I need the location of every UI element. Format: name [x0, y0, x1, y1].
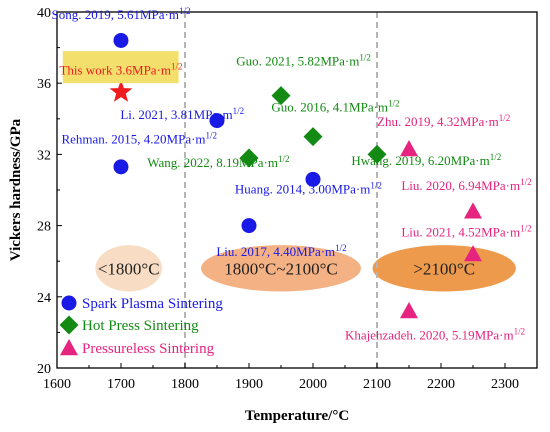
x-tick-label: 2100	[363, 377, 391, 392]
zone-1-ellipse	[201, 245, 361, 292]
zone-2-ellipse	[372, 245, 516, 292]
series-1-label-1: Guo. 2016, 4.1MPa·m1/2	[271, 99, 399, 115]
series-0-point-4	[241, 218, 257, 234]
x-tick-label: 2000	[299, 377, 327, 392]
x-tick-label: 2300	[491, 377, 519, 392]
this-work-label: This work 3.6MPa·m1/2	[59, 61, 182, 77]
y-tick-label: 32	[37, 148, 51, 163]
series-0-label-4: Liu. 2017, 4.40MPa·m1/2	[216, 243, 346, 259]
series-1-point-0	[271, 86, 291, 106]
series-0-label-1: Li. 2021, 3.81MPa·m1/2	[120, 106, 244, 122]
series-0-point-2	[113, 159, 129, 175]
x-tick-label: 1700	[107, 377, 135, 392]
legend-entry-1: Hot Press Sintering	[82, 318, 199, 334]
series-0-label-2: Rehman. 2015, 4.20MPa·m1/2	[61, 131, 217, 147]
series-0-point-0	[113, 32, 129, 48]
series-1-label-2: Wang. 2022, 8.19MPa·m1/2	[147, 154, 289, 170]
legend-entry-0: Spark Plasma Sintering	[82, 296, 223, 312]
series-0-point-3	[305, 171, 321, 187]
this-work-highlight	[62, 51, 179, 84]
y-tick-label: 40	[37, 6, 51, 21]
x-axis-title: Temperature/°C	[245, 408, 349, 424]
series-2-point-2	[464, 245, 482, 262]
series-1-point-2	[239, 148, 259, 168]
series-1-label-0: Guo. 2021, 5.82MPa·m1/2	[236, 52, 371, 68]
series-2-label-2: Liu. 2021, 4.52MPa·m1/2	[401, 223, 531, 239]
x-tick-label: 1800	[171, 377, 199, 392]
x-tick-label: 1600	[43, 377, 71, 392]
series-0-label-3: Huang. 2014, 3.00MPa·m1/2	[235, 181, 382, 197]
series-0-label-0: Song. 2019, 5.61MPa·m1/2	[52, 6, 191, 22]
series-2-point-3	[400, 302, 418, 319]
series-2-point-1	[464, 202, 482, 219]
y-tick-label: 20	[37, 362, 51, 377]
series-2-label-0: Zhu. 2019, 4.32MPa·m1/2	[377, 113, 510, 129]
y-tick-label: 24	[37, 291, 51, 306]
zone-1-label: 1800°C~2100°C	[224, 259, 337, 278]
series-0-point-1	[209, 113, 225, 129]
series-2-label-1: Liu. 2020, 6.94MPa·m1/2	[401, 177, 531, 193]
series-2-label-3: Khajehzadeh. 2020, 5.19MPa·m1/2	[345, 327, 525, 343]
axis-ticks: 1600 1700 1800 1900 2000 2100 2200 2300 20 24 28 32…	[37, 6, 519, 392]
legend-entry-2: Pressureless Sintering	[82, 341, 215, 357]
legend: Spark Plasma Sintering Hot Press Sinterin…	[59, 295, 223, 357]
point-labels: This work 3.6MPa·m1/2 Song. 2019, 5.61MPa…	[52, 6, 532, 342]
this-work-star	[109, 80, 133, 102]
zone-0-ellipse	[95, 245, 162, 292]
series-1-label-3: Hwang. 2019, 6.20MPa·m1/2	[351, 152, 501, 168]
series-2-point-0	[400, 140, 418, 157]
data-points	[109, 32, 482, 319]
y-tick-label: 36	[37, 77, 51, 92]
y-tick-label: 28	[37, 220, 51, 235]
legend-diamond-icon	[59, 315, 79, 335]
x-tick-label: 2200	[427, 377, 455, 392]
series-1-point-1	[303, 127, 323, 147]
series-1-point-3	[367, 144, 387, 164]
legend-triangle-icon	[60, 339, 78, 356]
y-axis-title: Vickers hardness/GPa	[8, 118, 24, 261]
zone-2-label: >2100°C	[413, 259, 475, 278]
zone-0-label: <1800°C	[98, 259, 160, 278]
temperature-zones: <1800°C 1800°C~2100°C >2100°C	[95, 245, 516, 292]
x-tick-label: 1900	[235, 377, 263, 392]
legend-circle-icon	[61, 295, 77, 311]
